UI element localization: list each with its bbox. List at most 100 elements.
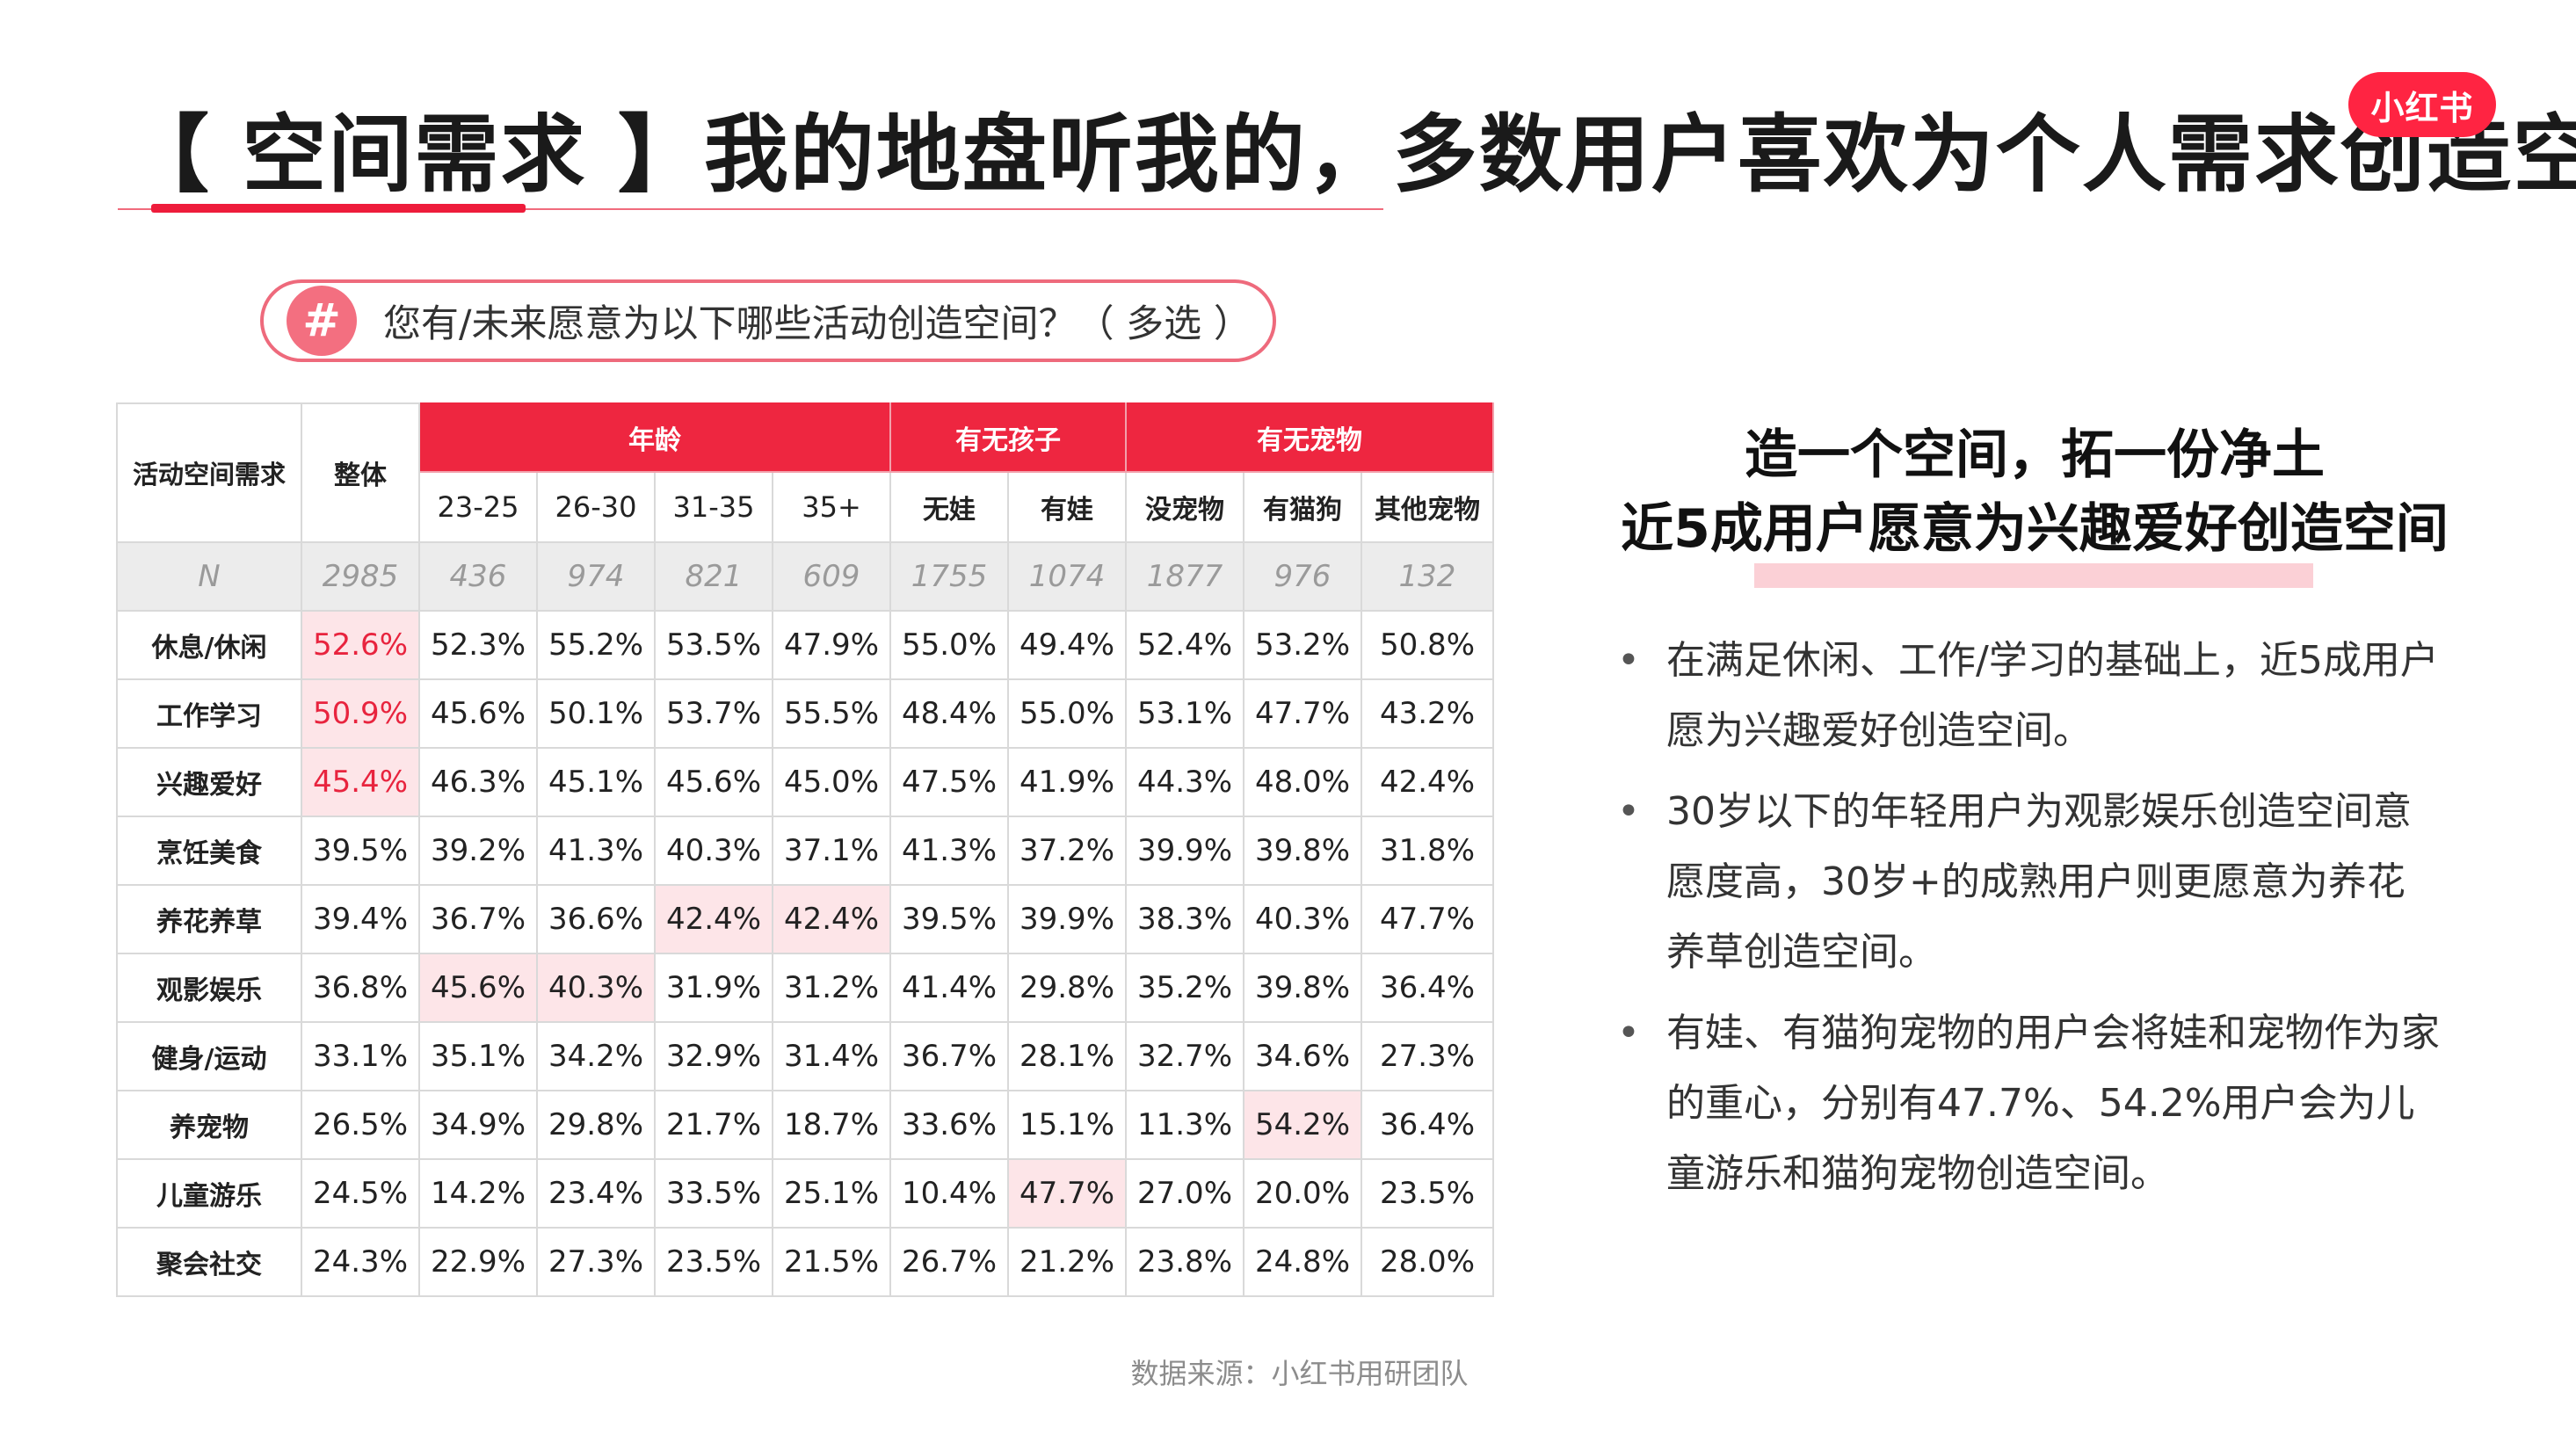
table-cell: 47.7%	[1007, 1158, 1127, 1229]
table-cell: 23.8%	[1125, 1227, 1244, 1297]
table-cell: 53.2%	[1243, 610, 1362, 680]
table-cell: 46.3%	[418, 747, 538, 817]
table-cell: 37.2%	[1007, 816, 1127, 886]
table-cell: 26.7%	[889, 1227, 1009, 1297]
insight-heading-line1: 造一个空间，拓一份净土	[1745, 424, 2325, 486]
table-cell: 53.1%	[1125, 678, 1244, 749]
table-cell: 34.2%	[536, 1021, 656, 1091]
title-accent-bar	[151, 204, 526, 213]
table-cell: 34.6%	[1243, 1021, 1362, 1091]
table-cell: 34.9%	[418, 1090, 538, 1160]
table-row: 休息/休闲 52.6% 52.3% 55.2% 53.5% 47.9% 55.0…	[116, 610, 1494, 680]
table-cell: 54.2%	[1243, 1090, 1362, 1160]
table-cell: 31.4%	[772, 1021, 891, 1091]
table-cell: 36.6%	[536, 884, 656, 954]
table-cell: 31.9%	[654, 953, 773, 1023]
data-source: 数据来源：小红书用研团队	[1130, 1357, 1469, 1390]
bullet-icon: •	[1617, 789, 1640, 834]
table-cell: 37.1%	[772, 816, 891, 886]
table-row: 工作学习 50.9% 45.6% 50.1% 53.7% 55.5% 48.4%…	[116, 678, 1494, 749]
table-cell: 41.3%	[536, 816, 656, 886]
table-cell: 27.3%	[1361, 1021, 1494, 1091]
table-row: 健身/运动 33.1% 35.1% 34.2% 32.9% 31.4% 36.7…	[116, 1021, 1494, 1091]
table-cell: 22.9%	[418, 1227, 538, 1297]
table-cell: 45.0%	[772, 747, 891, 817]
table-cell: 36.8%	[301, 953, 420, 1023]
table-cell: 36.4%	[1361, 953, 1494, 1023]
table-cell: 39.9%	[1007, 884, 1127, 954]
table-cell: 45.4%	[301, 747, 420, 817]
table-cell: 41.4%	[889, 953, 1009, 1023]
table-cell: 44.3%	[1125, 747, 1244, 817]
table-cell: 23.5%	[654, 1227, 773, 1297]
table-cell: 52.6%	[301, 610, 420, 680]
header-group-pets: 有无宠物	[1125, 402, 1494, 473]
survey-question: # 您有/未来愿意为以下哪些活动创造空间？（ 多选 ）	[260, 279, 1276, 362]
table-cell: 53.7%	[654, 678, 773, 749]
table-cell: 47.5%	[889, 747, 1009, 817]
title-divider	[118, 208, 1383, 210]
table-cell: 38.3%	[1125, 884, 1244, 954]
table-cell: 23.4%	[536, 1158, 656, 1229]
table-cell: 24.8%	[1243, 1227, 1362, 1297]
table-cell: 47.7%	[1243, 678, 1362, 749]
table-cell: 45.6%	[418, 953, 538, 1023]
table-cell: 821	[654, 541, 773, 612]
row-label: 烹饪美食	[116, 816, 302, 886]
table-cell: 29.8%	[536, 1090, 656, 1160]
header-activity: 活动空间需求	[116, 402, 302, 543]
table-cell: 28.1%	[1007, 1021, 1127, 1091]
table-cell: 1755	[889, 541, 1009, 612]
table-cell: 28.0%	[1361, 1227, 1494, 1297]
table-cell: 27.0%	[1125, 1158, 1244, 1229]
row-label: 养花养草	[116, 884, 302, 954]
row-label: 儿童游乐	[116, 1158, 302, 1229]
table-cell: 43.2%	[1361, 678, 1494, 749]
table-cell: 42.4%	[1361, 747, 1494, 817]
table-cell: 36.7%	[418, 884, 538, 954]
table-cell: 39.2%	[418, 816, 538, 886]
table-cell: 50.1%	[536, 678, 656, 749]
bullet-text: 在满足休闲、工作/学习的基础上，近5成用户愿为兴趣爱好创造空间。	[1666, 638, 2439, 753]
table-row: 兴趣爱好 45.4% 46.3% 45.1% 45.6% 45.0% 47.5%…	[116, 747, 1494, 817]
list-item: • 有娃、有猫狗宠物的用户会将娃和宠物作为家的重心，分别有47.7%、54.2%…	[1617, 998, 2443, 1209]
table-cell: 50.9%	[301, 678, 420, 749]
table-row: 养花养草 39.4% 36.7% 36.6% 42.4% 42.4% 39.5%…	[116, 884, 1494, 954]
row-label: 工作学习	[116, 678, 302, 749]
subheader-no-pets: 没宠物	[1125, 471, 1244, 543]
table-cell: 33.1%	[301, 1021, 420, 1091]
table-cell: 45.1%	[536, 747, 656, 817]
bullet-text: 有娃、有猫狗宠物的用户会将娃和宠物作为家的重心，分别有47.7%、54.2%用户…	[1666, 1011, 2440, 1196]
table-cell: 24.3%	[301, 1227, 420, 1297]
bullet-text: 30岁以下的年轻用户为观影娱乐创造空间意愿度高，30岁+的成熟用户则更愿意为养花…	[1666, 789, 2412, 975]
insight-bullets: • 在满足休闲、工作/学习的基础上，近5成用户愿为兴趣爱好创造空间。 • 30岁…	[1617, 626, 2443, 1220]
table-cell: 39.8%	[1243, 953, 1362, 1023]
table-cell: 36.4%	[1361, 1090, 1494, 1160]
table-cell: 52.3%	[418, 610, 538, 680]
table-cell: 39.4%	[301, 884, 420, 954]
table-cell: 40.3%	[1243, 884, 1362, 954]
row-label: 养宠物	[116, 1090, 302, 1160]
table-cell: 21.5%	[772, 1227, 891, 1297]
bullet-icon: •	[1617, 1011, 1640, 1055]
question-text: 您有/未来愿意为以下哪些活动创造空间？（ 多选 ）	[383, 302, 1252, 346]
table-cell: 33.6%	[889, 1090, 1009, 1160]
header-overall: 整体	[301, 402, 420, 543]
sample-size-label: N	[116, 541, 302, 612]
table-cell: 39.8%	[1243, 816, 1362, 886]
table-cell: 39.5%	[301, 816, 420, 886]
list-item: • 30岁以下的年轻用户为观影娱乐创造空间意愿度高，30岁+的成熟用户则更愿意为…	[1617, 777, 2443, 988]
table-cell: 40.3%	[654, 816, 773, 886]
table-cell: 41.3%	[889, 816, 1009, 886]
table-cell: 31.8%	[1361, 816, 1494, 886]
table-row: 养宠物 26.5% 34.9% 29.8% 21.7% 18.7% 33.6% …	[116, 1090, 1494, 1160]
bullet-icon: •	[1617, 638, 1640, 683]
table-cell: 14.2%	[418, 1158, 538, 1229]
subheader-age-35-plus: 35+	[772, 471, 891, 543]
table-cell: 31.2%	[772, 953, 891, 1023]
table-cell: 32.7%	[1125, 1021, 1244, 1091]
heading-highlight-bar	[1754, 563, 2313, 588]
table-cell: 132	[1361, 541, 1494, 612]
table-cell: 21.7%	[654, 1090, 773, 1160]
subheader-no-kids: 无娃	[889, 471, 1009, 543]
